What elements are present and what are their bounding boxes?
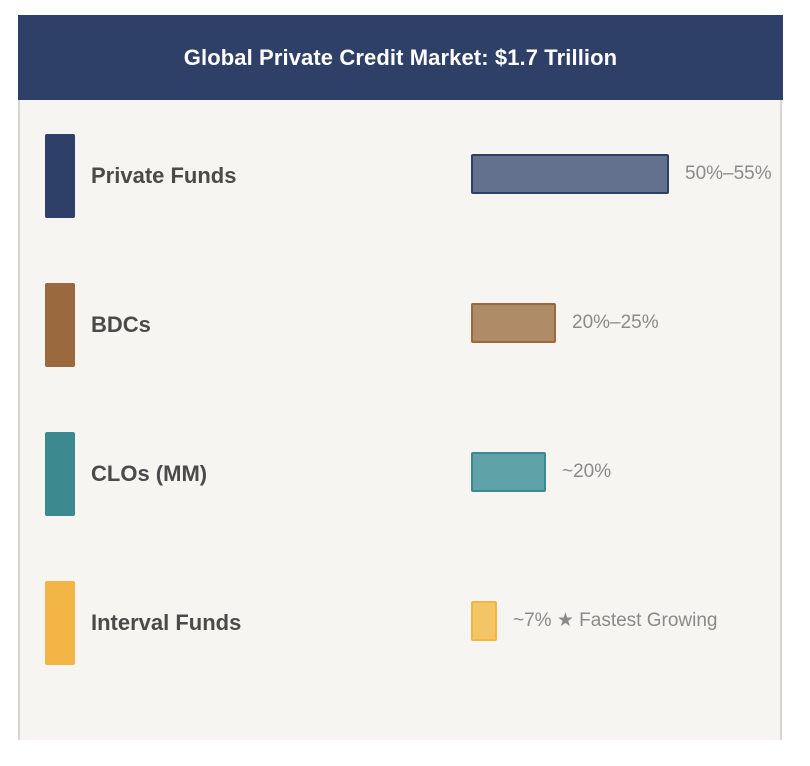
chart-row: Interval Funds ~7% ★ Fastest Growing (0, 581, 810, 665)
chart-row: Private Funds 50%–55% (0, 134, 810, 218)
chart-row: CLOs (MM) ~20% (0, 432, 810, 516)
category-swatch (45, 134, 75, 218)
category-label: Private Funds (91, 163, 237, 188)
category-swatch (45, 283, 75, 367)
value-label: 20%–25% (572, 312, 659, 333)
category-label: CLOs (MM) (91, 461, 208, 486)
category-swatch (45, 581, 75, 665)
category-swatch (45, 432, 75, 516)
chart-card (18, 15, 782, 740)
chart-header: Global Private Credit Market: $1.7 Trill… (18, 15, 783, 100)
chart-title: Global Private Credit Market: $1.7 Trill… (183, 44, 618, 70)
category-label: BDCs (91, 312, 151, 337)
bar (471, 601, 497, 641)
category-label: Interval Funds (91, 610, 242, 635)
bar (471, 154, 669, 194)
bar (471, 452, 546, 492)
value-label: ~20% (562, 461, 612, 482)
value-label: ~7% ★ Fastest Growing (513, 610, 718, 631)
bar (471, 303, 556, 343)
value-label: 50%–55% (685, 163, 772, 184)
chart-row: BDCs 20%–25% (0, 283, 810, 367)
